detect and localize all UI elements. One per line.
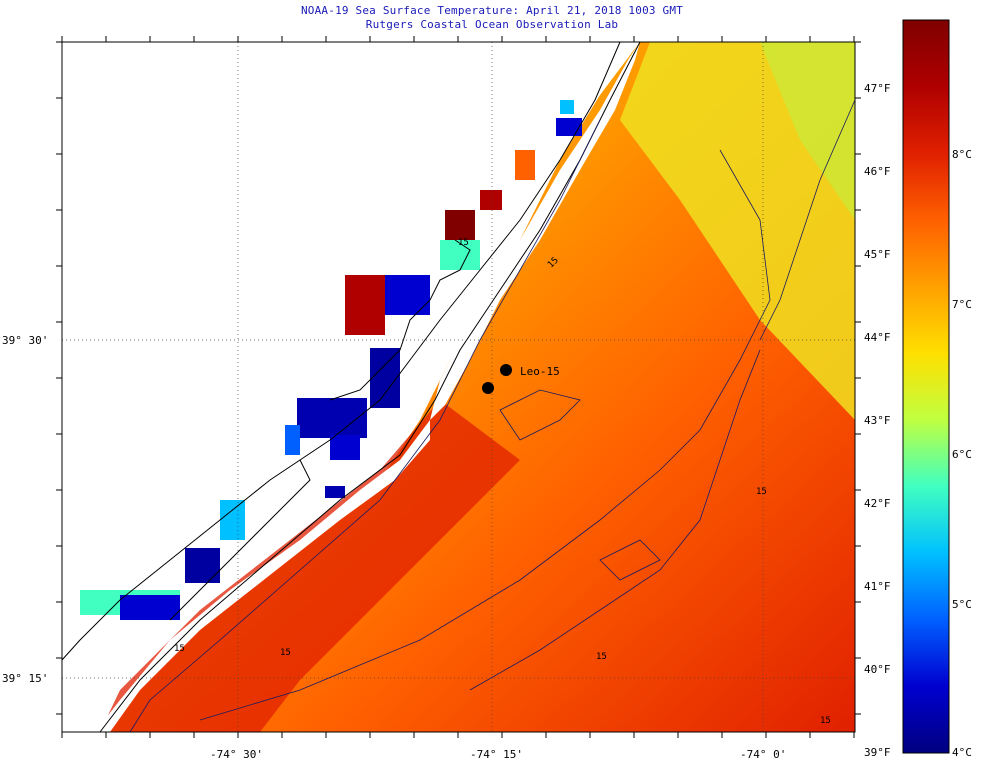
nearshore-red-band — [100, 400, 520, 732]
coastal-cold-pixels — [80, 100, 582, 620]
celsius-label: 7°C — [952, 298, 972, 311]
map-title: NOAA-19 Sea Surface Temperature: April 2… — [300, 4, 684, 17]
northeast-cool-band — [760, 42, 855, 220]
fahrenheit-label: 42°F — [864, 497, 891, 510]
contour-label: 15 — [458, 238, 469, 248]
lat-label: 39° 30' — [2, 334, 49, 347]
colorbar-gradient — [902, 19, 950, 754]
fahrenheit-label: 41°F — [864, 580, 891, 593]
station-label: Leo-15 — [520, 365, 560, 378]
barrier-island-south — [95, 420, 430, 732]
celsius-label: 8°C — [952, 148, 972, 161]
offshore-warm-band — [620, 42, 855, 420]
contour-label: 15 — [756, 487, 767, 497]
lon-label: -74° 15' — [470, 748, 523, 761]
bathymetry-contours — [129, 99, 856, 733]
fahrenheit-label: 46°F — [864, 165, 891, 178]
contour-label: 15 — [596, 652, 607, 662]
frame-ticks — [56, 36, 861, 738]
fahrenheit-label: 40°F — [864, 663, 891, 676]
celsius-label: 4°C — [952, 746, 972, 759]
contour-label: 15 — [174, 644, 185, 654]
leo15-station[interactable] — [482, 364, 512, 394]
map-subtitle: Rutgers Coastal Ocean Observation Lab — [365, 18, 619, 31]
contour-label: 15 — [280, 648, 291, 658]
barrier-island — [430, 42, 640, 420]
lat-label: 39° 15' — [2, 672, 49, 685]
sst-field — [80, 42, 855, 732]
fahrenheit-label: 47°F — [864, 82, 891, 95]
station-marker-icon[interactable] — [500, 364, 512, 376]
celsius-label: 6°C — [952, 448, 972, 461]
contour-label: 15 — [820, 716, 831, 726]
lon-label: -74° 30' — [210, 748, 263, 761]
lon-label: -74° 0' — [740, 748, 787, 761]
fahrenheit-label: 43°F — [864, 414, 891, 427]
fahrenheit-label: 39°F — [864, 746, 891, 759]
celsius-label: 5°C — [952, 598, 972, 611]
station-marker-icon[interactable] — [482, 382, 494, 394]
fahrenheit-label: 44°F — [864, 331, 891, 344]
fahrenheit-label: 45°F — [864, 248, 891, 261]
